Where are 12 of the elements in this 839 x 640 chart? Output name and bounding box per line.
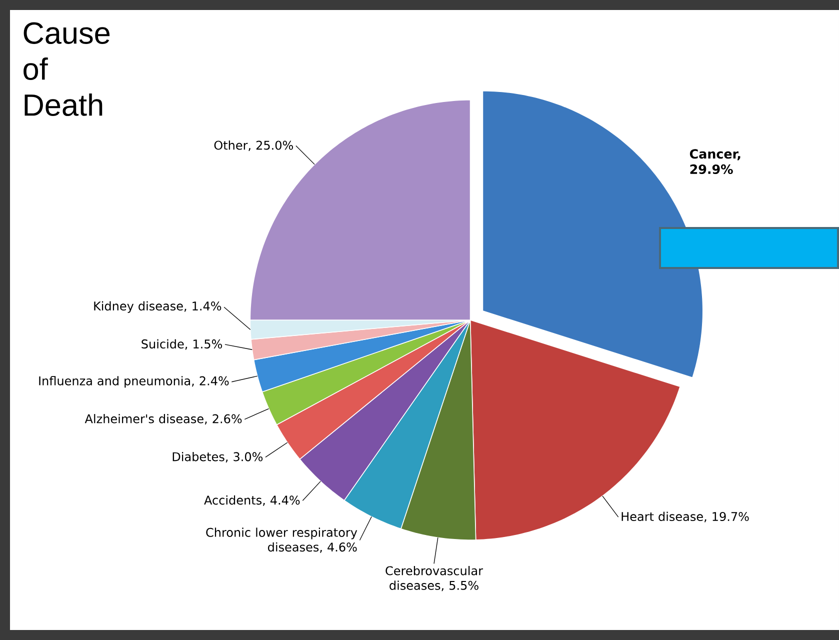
slice-label: Cerebrovascular diseases, 5.5% bbox=[386, 566, 484, 592]
slice-label: Chronic lower respiratory diseases, 4.6% bbox=[206, 528, 358, 553]
slice-label: Kidney disease, 1.4% bbox=[94, 301, 222, 313]
slice-label: Suicide, 1.5% bbox=[142, 339, 222, 350]
slice-label: Alzheimer's disease, 2.6% bbox=[84, 414, 242, 425]
slice-label: Heart disease, 19.7% bbox=[622, 512, 749, 522]
slice-label: Diabetes, 3.0% bbox=[172, 452, 263, 462]
chart-title: Cause of Death bbox=[24, 22, 110, 116]
slice-label: Accidents, 4.4% bbox=[204, 495, 300, 506]
slice-label: Other, 25.0% bbox=[214, 140, 293, 152]
slice-label: Cancer, 29.9% bbox=[690, 149, 740, 174]
slice-label: Influenza and pneumonia, 2.4% bbox=[39, 376, 229, 388]
